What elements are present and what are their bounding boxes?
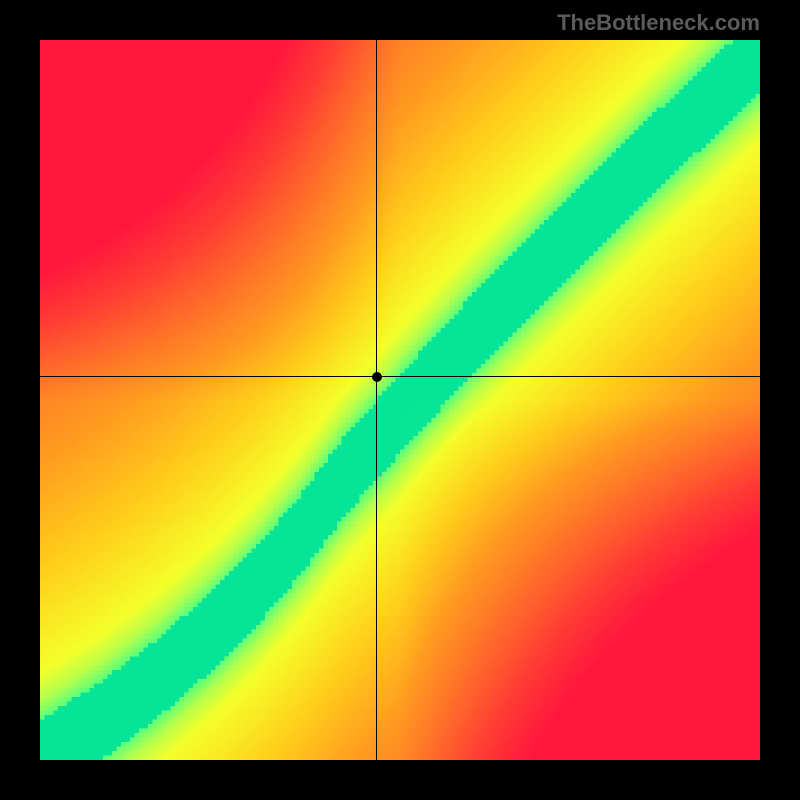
- crosshair-horizontal: [40, 376, 760, 377]
- watermark-text: TheBottleneck.com: [557, 10, 760, 36]
- crosshair-point: [372, 372, 382, 382]
- chart-container: TheBottleneck.com: [0, 0, 800, 800]
- heatmap-canvas: [40, 40, 760, 760]
- crosshair-vertical: [376, 40, 377, 760]
